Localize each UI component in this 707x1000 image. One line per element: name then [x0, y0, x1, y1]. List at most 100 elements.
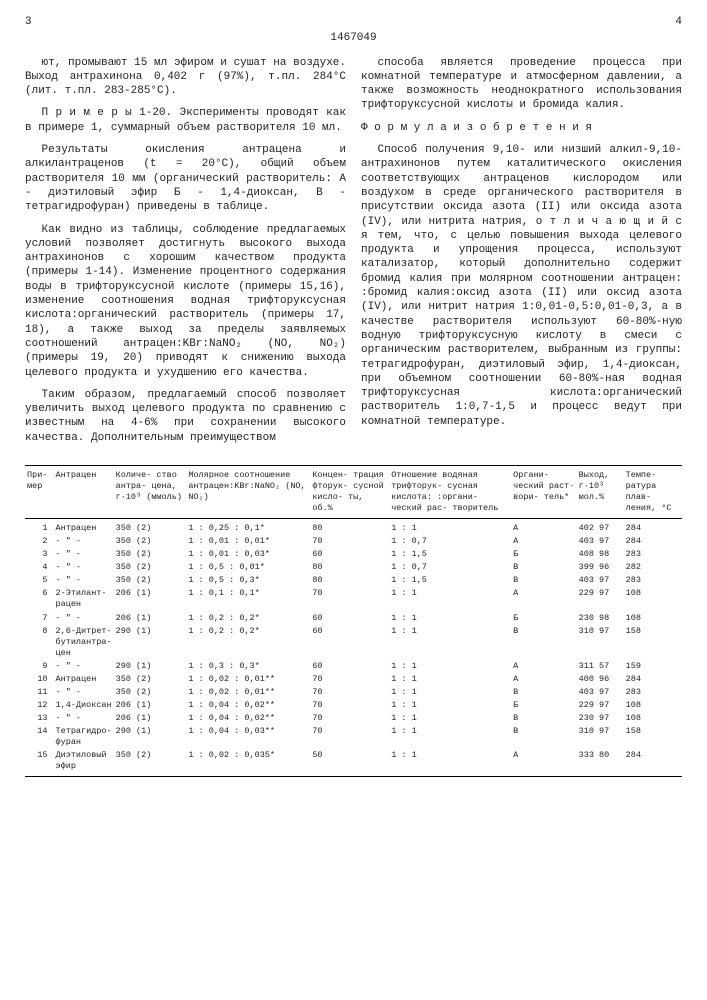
td: 1 : 0,3 : 0,3*	[186, 660, 310, 673]
td: А	[511, 587, 576, 611]
td: 2	[25, 535, 54, 548]
table-row: 10Антрацен350 (2)1 : 0,02 : 0,01**701 : …	[25, 673, 682, 686]
td: 11	[25, 686, 54, 699]
td: 70	[310, 699, 389, 712]
td: 1 : 0,04 : 0,03**	[186, 725, 310, 749]
td: 70	[310, 673, 389, 686]
td: 1 : 1	[389, 587, 511, 611]
td: 3	[25, 548, 54, 561]
td: 283	[624, 548, 682, 561]
td: 50	[310, 749, 389, 777]
td: 229 97	[577, 699, 624, 712]
td: 158	[624, 625, 682, 660]
td: 1 : 1	[389, 749, 511, 777]
td: Б	[511, 548, 576, 561]
td: 350 (2)	[114, 673, 187, 686]
td: 1 : 1,5	[389, 548, 511, 561]
th: Молярное соотношение антрацен:KBr:NaNO₂ …	[186, 466, 310, 519]
td: 284	[624, 535, 682, 548]
td: 206 (1)	[114, 612, 187, 625]
td: 1 : 0,5 : 0,3*	[186, 574, 310, 587]
td: Тетрагидро- фуран	[54, 725, 114, 749]
td: 70	[310, 686, 389, 699]
td: 108	[624, 712, 682, 725]
th: Отношение водяная трифторук- сусная кисл…	[389, 466, 511, 519]
table-row: 1Антрацен350 (2)1 : 0,25 : 0,1*801 : 1А4…	[25, 519, 682, 536]
td: 12	[25, 699, 54, 712]
td: В	[511, 686, 576, 699]
para: Способ получения 9,10- или низший алкил-…	[361, 143, 682, 429]
td: 2-Этилант- рацен	[54, 587, 114, 611]
td: 1	[25, 519, 54, 536]
td: 1 : 0,02 : 0,01**	[186, 686, 310, 699]
td: 108	[624, 612, 682, 625]
td: 1 : 0,04 : 0,02**	[186, 712, 310, 725]
td: 1 : 0,02 : 0,01**	[186, 673, 310, 686]
td: - " -	[54, 712, 114, 725]
td: А	[511, 660, 576, 673]
td: 230 98	[577, 612, 624, 625]
td: - " -	[54, 612, 114, 625]
table-row: 2- " -350 (2)1 : 0,01 : 0,01*701 : 0,7А4…	[25, 535, 682, 548]
td: 290 (1)	[114, 660, 187, 673]
td: - " -	[54, 574, 114, 587]
td: Б	[511, 612, 576, 625]
td: 7	[25, 612, 54, 625]
td: Антрацен	[54, 673, 114, 686]
td: - " -	[54, 660, 114, 673]
td: 60	[310, 625, 389, 660]
td: 1 : 1	[389, 660, 511, 673]
td: 15	[25, 749, 54, 777]
td: 402 97	[577, 519, 624, 536]
td: 408 98	[577, 548, 624, 561]
td: 158	[624, 725, 682, 749]
td: 1,4-Диоксан	[54, 699, 114, 712]
table-header-row: При- мер Антрацен Количе- ство антра- це…	[25, 466, 682, 519]
para: П р и м е р ы 1-20. Эксперименты проводя…	[25, 106, 346, 135]
td: 350 (2)	[114, 548, 187, 561]
td: 311 57	[577, 660, 624, 673]
td: 284	[624, 673, 682, 686]
th: Количе- ство антра- цена, г·10³ (ммоль)	[114, 466, 187, 519]
td: 1 : 1	[389, 725, 511, 749]
td: 350 (2)	[114, 561, 187, 574]
td: 1 : 0,02 : 0,035*	[186, 749, 310, 777]
table-row: 7- " -206 (1)1 : 0,2 : 0,2*601 : 1Б230 9…	[25, 612, 682, 625]
th: Темпе- ратура плав- ления, °С	[624, 466, 682, 519]
left-column: ют, промывают 15 мл эфиром и сушат на во…	[25, 56, 346, 453]
td: 60	[310, 660, 389, 673]
td: 350 (2)	[114, 574, 187, 587]
td: А	[511, 519, 576, 536]
para: способа является проведение процесса при…	[361, 56, 682, 113]
td: 350 (2)	[114, 519, 187, 536]
td: В	[511, 625, 576, 660]
td: 1 : 0,01 : 0,03*	[186, 548, 310, 561]
td: 283	[624, 686, 682, 699]
td: 8	[25, 625, 54, 660]
td: 282	[624, 561, 682, 574]
table-row: 121,4-Диоксан206 (1)1 : 0,04 : 0,02**701…	[25, 699, 682, 712]
right-column: способа является проведение процесса при…	[361, 56, 682, 453]
td: В	[511, 574, 576, 587]
td: 283	[624, 574, 682, 587]
td: Антрацен	[54, 519, 114, 536]
td: 1 : 1,5	[389, 574, 511, 587]
td: 403 97	[577, 535, 624, 548]
td: 9	[25, 660, 54, 673]
table-row: 82,6-Дитрет- бутилантра- цен290 (1)1 : 0…	[25, 625, 682, 660]
td: 13	[25, 712, 54, 725]
table-row: 11- " -350 (2)1 : 0,02 : 0,01**701 : 1В4…	[25, 686, 682, 699]
td: 284	[624, 519, 682, 536]
td: 1 : 1	[389, 673, 511, 686]
td: 14	[25, 725, 54, 749]
td: В	[511, 712, 576, 725]
td: - " -	[54, 548, 114, 561]
td: 1 : 1	[389, 686, 511, 699]
td: 403 97	[577, 574, 624, 587]
td: 1 : 1	[389, 612, 511, 625]
td: Б	[511, 699, 576, 712]
td: 1 : 0,01 : 0,01*	[186, 535, 310, 548]
td: 350 (2)	[114, 535, 187, 548]
td: 70	[310, 535, 389, 548]
td: 206 (1)	[114, 712, 187, 725]
